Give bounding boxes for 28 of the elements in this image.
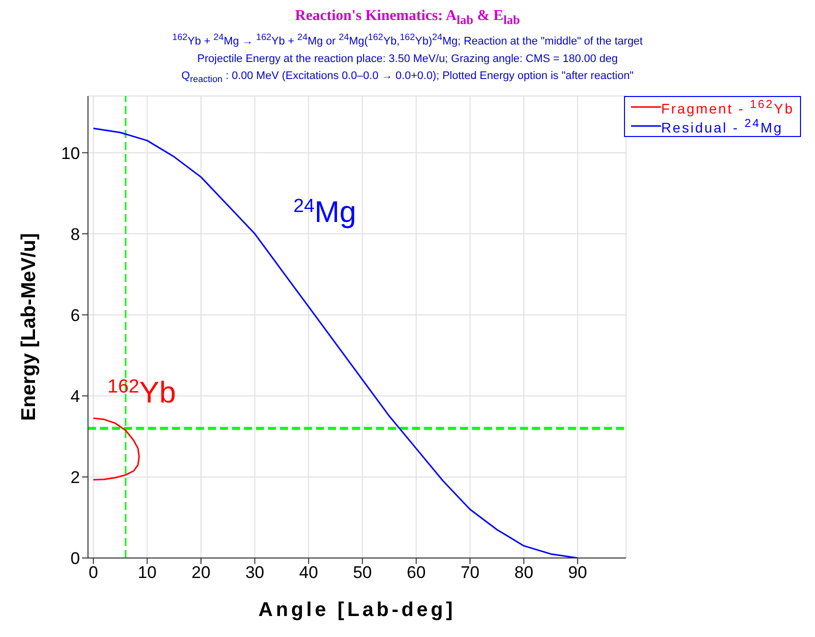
y-tick-label: 8 [70, 224, 80, 244]
y-tick-label: 2 [70, 468, 80, 487]
x-tick-label: 70 [460, 562, 480, 582]
text: $^{162}$Yb + $^{24}$Mg → $^{162}$Yb + $^{24}$Mg or $^{24}$Mg($^{162}$Yb,$^{162}$Yb)$^{24}$Mg; Reaction at the "middle" of the target [172, 32, 643, 48]
legend-label: Fragment - $^{162}$Yb [661, 98, 794, 116]
x-tick-label: 40 [299, 562, 318, 582]
y-tick-label: 0 [70, 548, 80, 568]
line-series [92, 417, 140, 480]
line-series [92, 128, 578, 558]
annotation: $^{162}$Yb [108, 376, 176, 410]
annotation: $^{24}$Mg [293, 195, 356, 229]
x-axis-title: Angle [Lab-deg] [258, 598, 456, 621]
x-tick-label: 0 [88, 562, 98, 582]
x-tick-label: 20 [192, 562, 210, 582]
x-tick-label: 10 [138, 562, 157, 582]
text: Projectile Energy at the reaction place: 3.50 MeV/u; Grazing angle: CMS = 180.00 deg [196, 52, 619, 67]
text: Q$_{reaction}$ : 0.00 MeV (Excitations 0.0–0.0 → 0.0+0.0); Plotted Energy option is "after reaction" [180, 68, 635, 86]
x-tick-label: 90 [568, 562, 588, 582]
y-tick-label: 6 [70, 306, 80, 325]
y-axis-title: Energy [Lab-MeV/u] [18, 232, 40, 421]
y-tick-label: 10 [61, 144, 80, 163]
legend-label: Residual - $^{24}$Mg [661, 116, 783, 136]
chart-title: Reaction's Kinematics: A$_{lab}$ & E$_{lab}$ [294, 8, 522, 29]
x-tick-label: 80 [514, 562, 534, 582]
x-tick-label: 30 [245, 562, 264, 582]
y-tick-label: 4 [70, 386, 80, 406]
x-tick-label: 50 [352, 562, 372, 582]
x-tick-label: 60 [406, 562, 426, 582]
